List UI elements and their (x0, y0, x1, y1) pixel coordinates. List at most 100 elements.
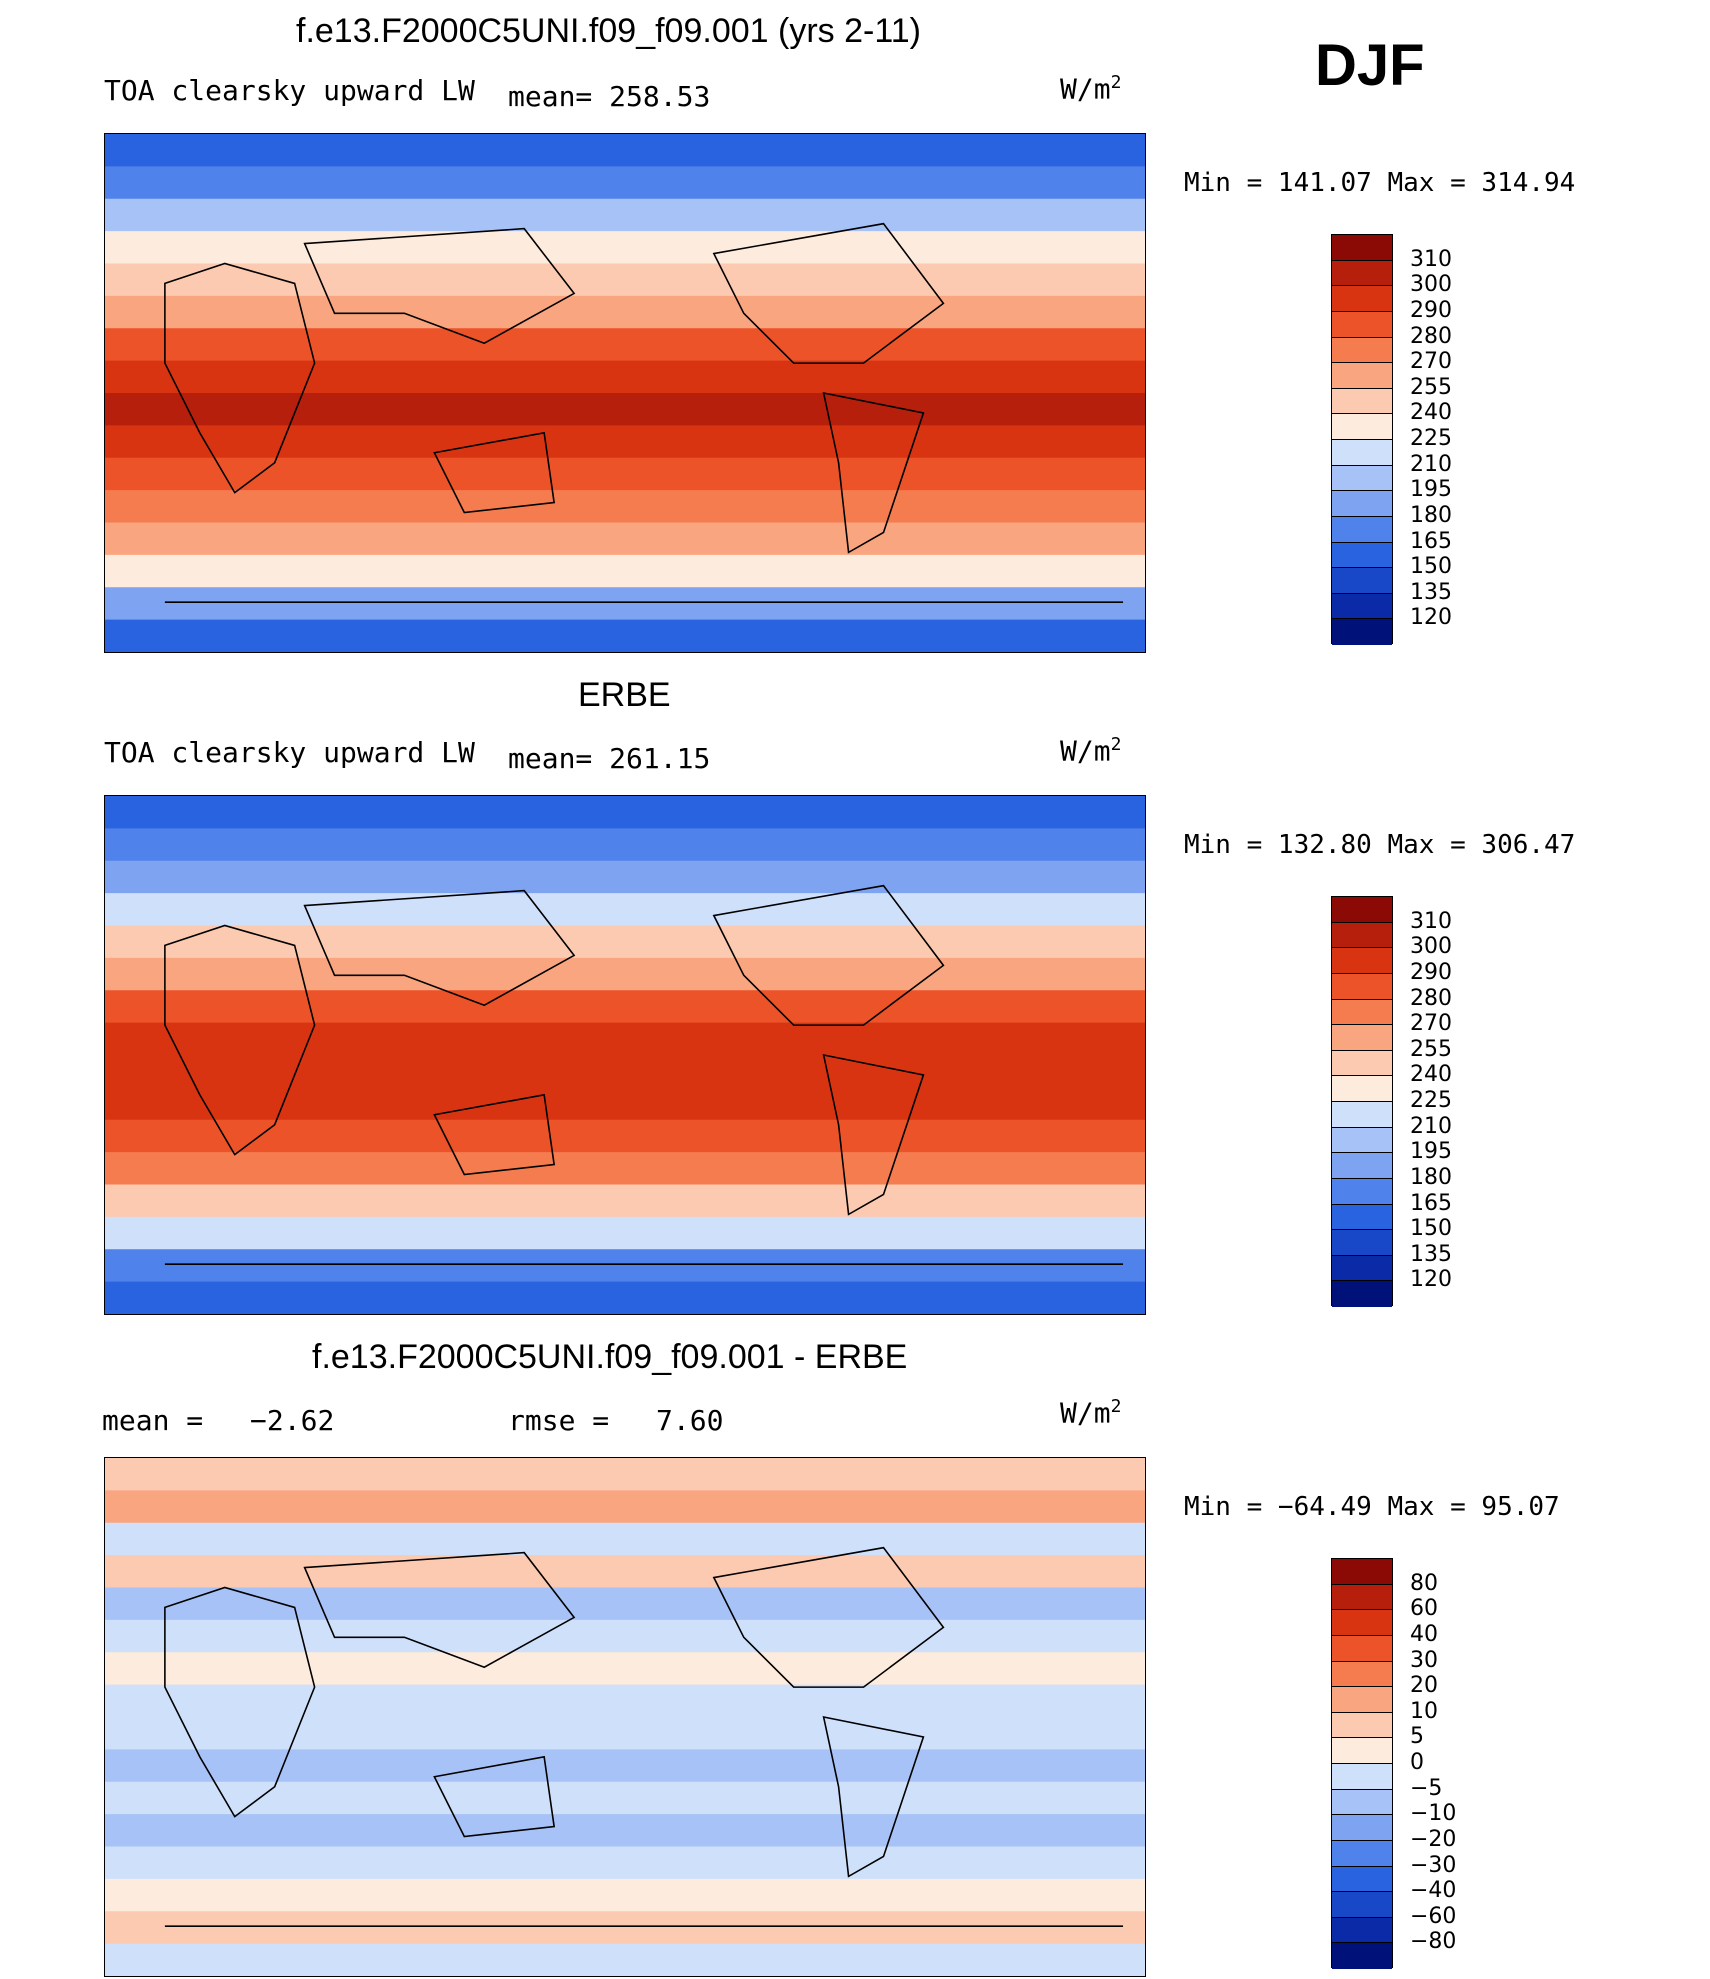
map-band (105, 522, 1145, 556)
map-band (105, 393, 1145, 427)
panel3-units: W/m2 (1060, 1396, 1122, 1430)
map-band (105, 1652, 1145, 1686)
panel3-map (104, 1457, 1146, 1977)
colorbar-box (1332, 1025, 1392, 1051)
colorbar-box (1332, 1943, 1392, 1969)
panel1-colorbar (1331, 234, 1393, 645)
map-band (105, 1555, 1145, 1589)
colorbar-box (1332, 388, 1392, 415)
map-band (105, 990, 1145, 1024)
map-band (105, 360, 1145, 394)
colorbar-box (1332, 593, 1392, 620)
panel3-rmse-label: rmse = (508, 1404, 610, 1437)
map-band (105, 925, 1145, 959)
panel1-title: f.e13.F2000C5UNI.f09_f09.001 (yrs 2-11) (296, 12, 921, 50)
colorbar-tick-label: −20 (1410, 1826, 1457, 1852)
map-band (105, 1814, 1145, 1848)
map-band (105, 490, 1145, 524)
coastline (303, 227, 576, 345)
map-band (105, 457, 1145, 492)
panel2-colorbar (1331, 896, 1393, 1307)
panel1-variable: TOA clearsky upward LW (104, 74, 475, 107)
map-band (105, 295, 1145, 330)
colorbar-box (1332, 1281, 1392, 1307)
coastline (164, 1586, 316, 1818)
panel2-mean-label: mean= (508, 742, 593, 775)
colorbar-tick-label: 225 (1410, 426, 1452, 451)
colorbar-tick-label: 300 (1410, 272, 1452, 298)
map-band (105, 1458, 1145, 1492)
colorbar-tick-label: 165 (1410, 528, 1452, 554)
colorbar-tick-label: 270 (1410, 1011, 1452, 1037)
map-band (105, 1911, 1145, 1945)
colorbar-box (1332, 1712, 1392, 1739)
colorbar-box (1332, 337, 1392, 364)
colorbar-tick-label: 135 (1410, 579, 1452, 605)
map-band (105, 1943, 1145, 1976)
map-band (105, 1055, 1145, 1089)
map-band (105, 1087, 1145, 1121)
colorbar-box (1332, 1178, 1392, 1205)
coastline (303, 889, 576, 1007)
colorbar-box (1332, 999, 1392, 1026)
colorbar-box (1332, 1127, 1392, 1154)
colorbar-tick-label: −10 (1410, 1801, 1457, 1827)
colorbar-box (1332, 363, 1392, 389)
colorbar-tick-label: −80 (1410, 1929, 1457, 1955)
colorbar-box (1332, 516, 1392, 543)
colorbar-box (1332, 568, 1392, 594)
coastline (822, 1715, 925, 1878)
colorbar-box (1332, 619, 1392, 645)
map-band (105, 198, 1145, 233)
colorbar-tick-label: −40 (1410, 1878, 1457, 1904)
colorbar-tick-label: 135 (1410, 1241, 1452, 1267)
coastline (303, 1551, 576, 1669)
colorbar-box (1332, 1204, 1392, 1231)
colorbar-box (1332, 235, 1392, 261)
colorbar-tick-label: 290 (1410, 297, 1452, 323)
coastline (164, 262, 316, 494)
colorbar-tick-label: 195 (1410, 1139, 1452, 1165)
map-band (105, 1749, 1145, 1783)
map-band (105, 1281, 1145, 1314)
panel2-minmax: Min = 132.80 Max = 306.47 (1184, 830, 1576, 860)
coastline (164, 924, 316, 1156)
panel1-units: W/m2 (1060, 72, 1122, 106)
colorbar-box (1332, 465, 1392, 492)
colorbar-tick-label: 280 (1410, 323, 1452, 349)
panel1-mean-label: mean= (508, 80, 593, 113)
colorbar-tick-label: 20 (1410, 1673, 1438, 1699)
coastline (822, 1053, 925, 1216)
map-band (105, 1684, 1145, 1718)
colorbar-box (1332, 414, 1392, 440)
panel3-rmse-value: 7.60 (656, 1404, 724, 1437)
colorbar-box (1332, 1738, 1392, 1764)
colorbar-box (1332, 922, 1392, 949)
colorbar-tick-label: 120 (1410, 1267, 1452, 1293)
colorbar-tick-label: 150 (1410, 1216, 1452, 1242)
colorbar-box (1332, 1076, 1392, 1102)
map-band (105, 134, 1145, 168)
colorbar-tick-label: 80 (1410, 1570, 1438, 1596)
colorbar-tick-label: 255 (1410, 1036, 1452, 1062)
colorbar-tick-label: 240 (1410, 400, 1452, 426)
map-band (105, 1119, 1145, 1154)
coastline (712, 222, 945, 364)
colorbar-box (1332, 1815, 1392, 1841)
colorbar-tick-label: 255 (1410, 374, 1452, 400)
map-band (105, 1619, 1145, 1654)
panel3-title: f.e13.F2000C5UNI.f09_f09.001 - ERBE (312, 1338, 908, 1376)
coastline (433, 1755, 556, 1838)
map-band (105, 263, 1145, 297)
colorbar-box (1332, 1153, 1392, 1179)
colorbar-box (1332, 1584, 1392, 1611)
panel2-mean-value: 261.15 (609, 742, 711, 775)
colorbar-tick-label: 195 (1410, 477, 1452, 503)
colorbar-tick-label: 210 (1410, 451, 1452, 477)
colorbar-box (1332, 1764, 1392, 1790)
map-band (105, 1846, 1145, 1880)
colorbar-tick-label: 310 (1410, 246, 1452, 272)
coastline (433, 1093, 556, 1176)
colorbar-box (1332, 948, 1392, 974)
map-band (105, 587, 1145, 621)
